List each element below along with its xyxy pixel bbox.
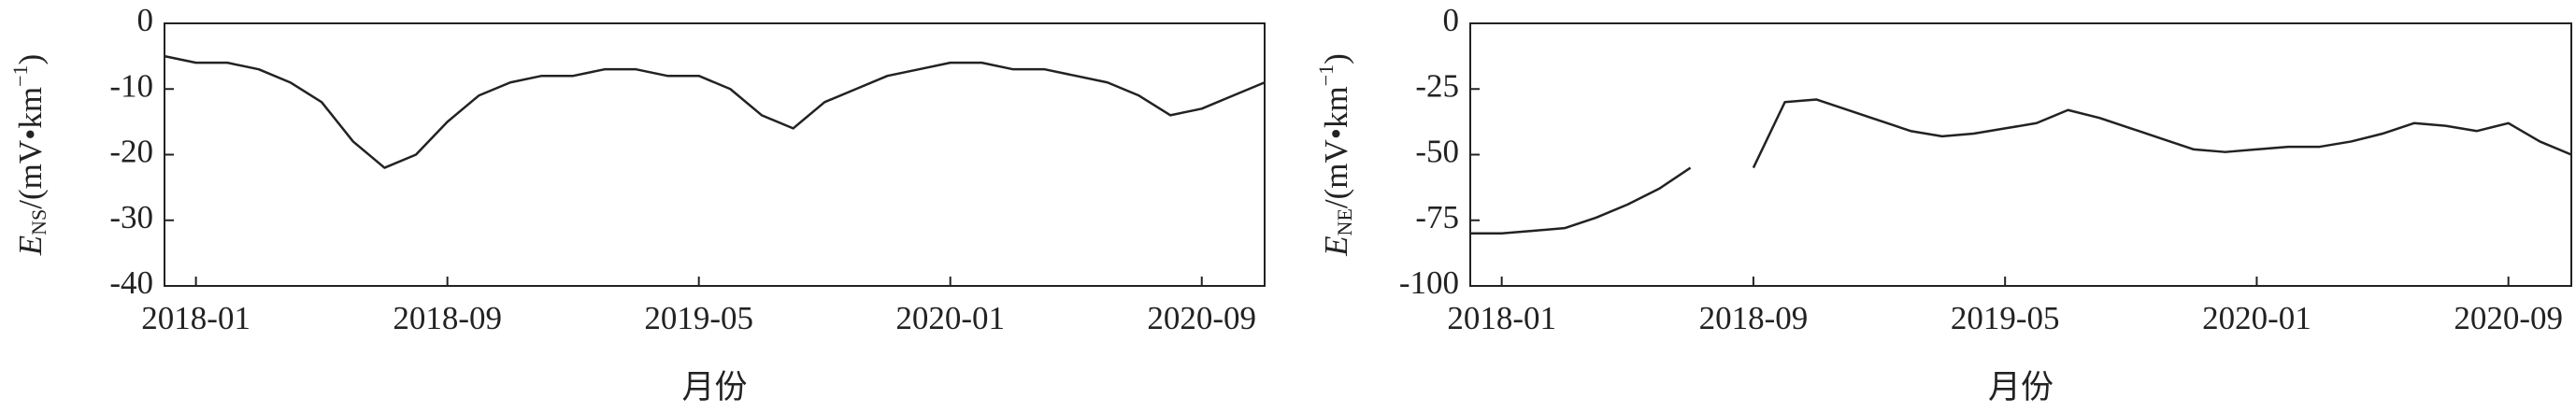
y-tick-label: -25	[1415, 67, 1459, 104]
y-tick-label: -100	[1399, 264, 1459, 301]
y-axis-label: ENS/(mV•km−1)	[8, 54, 50, 256]
y-label-symbol: E	[12, 235, 49, 256]
x-axis-label: 月份	[681, 369, 747, 406]
y-label-subscript: NS	[27, 209, 50, 235]
y-tick-label: -20	[109, 134, 153, 170]
y-tick-label: -40	[109, 264, 153, 301]
y-axis-label: ENE/(mV•km−1)	[1314, 53, 1356, 257]
x-tick-label: 2020-01	[895, 300, 1005, 336]
y-tick-label: -10	[109, 67, 153, 104]
x-tick-label: 2018-09	[1699, 300, 1809, 336]
x-tick-label: 2018-01	[141, 300, 250, 336]
y-label-subscript: NE	[1333, 208, 1356, 235]
x-tick-label: 2020-01	[2202, 300, 2311, 336]
y-label-exponent: −1	[1314, 64, 1338, 86]
x-tick-label: 2019-05	[644, 300, 753, 336]
y-tick-label: -30	[109, 199, 153, 235]
y-label-unit: /(mV•km	[12, 87, 49, 209]
data-line	[164, 54, 1266, 169]
x-tick-label: 2020-09	[1147, 300, 1256, 336]
y-label-symbol: E	[1318, 235, 1354, 256]
y-tick-label: 0	[1443, 2, 1460, 38]
y-tick-label: 0	[137, 2, 154, 38]
x-tick-label: 2018-01	[1447, 300, 1556, 336]
plot-frame	[1469, 22, 2572, 287]
y-label-close: )	[1318, 53, 1354, 64]
y-tick-label: -75	[1415, 199, 1459, 235]
data-line	[1470, 98, 2572, 235]
y-tick-label: -50	[1415, 134, 1459, 170]
x-tick-label: 2018-09	[393, 300, 502, 336]
x-tick-label: 2019-05	[1951, 300, 2060, 336]
x-tick-label: 2020-09	[2454, 300, 2563, 336]
plot-frame	[164, 22, 1266, 287]
y-label-close: )	[12, 54, 49, 65]
x-axis-label: 月份	[1988, 369, 2054, 406]
y-label-exponent: −1	[8, 64, 32, 86]
y-label-unit: /(mV•km	[1318, 86, 1354, 208]
